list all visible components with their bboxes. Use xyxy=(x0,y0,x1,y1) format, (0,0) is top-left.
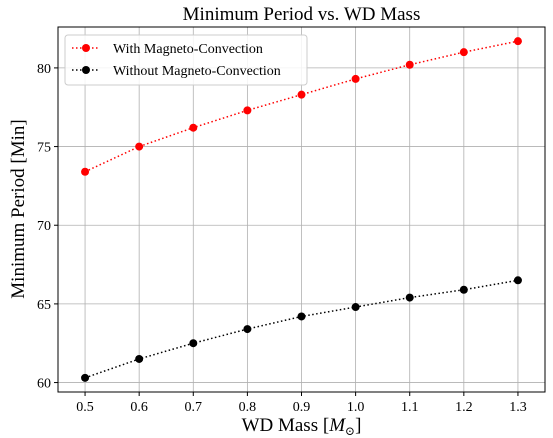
legend-marker-with-magneto-convection xyxy=(82,44,90,52)
data-point-with-magneto-convection xyxy=(189,123,198,132)
x-tick-label: 0.8 xyxy=(239,400,257,415)
x-tick-label: 0.5 xyxy=(76,400,94,415)
y-tick-label: 80 xyxy=(37,62,51,77)
y-tick-label: 60 xyxy=(37,377,51,392)
data-point-with-magneto-convection xyxy=(405,60,414,69)
data-point-without-magneto-convection xyxy=(513,276,522,285)
x-tick-label: 1.2 xyxy=(455,400,473,415)
x-tick-label: 0.7 xyxy=(185,400,203,415)
legend-label-with-magneto-convection: With Magneto-Convection xyxy=(113,42,263,57)
data-point-with-magneto-convection xyxy=(351,74,360,83)
data-point-with-magneto-convection xyxy=(459,48,468,57)
chart-title: Minimum Period vs. WD Mass xyxy=(183,4,421,25)
x-axis-label-symbol: M xyxy=(328,415,346,436)
y-axis-ticks: 60 65 70 75 80 xyxy=(37,62,58,392)
data-point-without-magneto-convection xyxy=(243,325,252,334)
data-point-without-magneto-convection xyxy=(459,285,468,294)
data-point-with-magneto-convection xyxy=(297,90,306,99)
x-axis-label: WD Mass [M⊙] xyxy=(242,415,362,438)
data-point-with-magneto-convection xyxy=(81,167,90,176)
x-tick-label: 0.9 xyxy=(293,400,311,415)
legend-box xyxy=(64,34,308,86)
y-tick-label: 70 xyxy=(37,219,51,234)
data-point-without-magneto-convection xyxy=(135,354,144,363)
data-point-with-magneto-convection xyxy=(243,106,252,115)
legend: With Magneto-Convection Without Magneto-… xyxy=(64,34,308,86)
series-points xyxy=(81,37,522,382)
data-point-without-magneto-convection xyxy=(189,339,198,348)
data-point-without-magneto-convection xyxy=(81,373,90,382)
y-axis-label: Minimum Period [Min] xyxy=(8,119,29,298)
data-point-without-magneto-convection xyxy=(297,312,306,321)
y-tick-label: 65 xyxy=(37,298,51,313)
x-axis-ticks: 0.5 0.6 0.7 0.8 0.9 1.0 1.1 1.2 1.3 xyxy=(76,392,527,415)
x-axis-label-close: ] xyxy=(355,415,361,436)
x-axis-label-subscript: ⊙ xyxy=(345,424,355,438)
x-tick-label: 1.0 xyxy=(347,400,365,415)
data-point-with-magneto-convection xyxy=(513,37,522,46)
x-axis-label-text: WD Mass [ xyxy=(242,415,330,436)
x-tick-label: 1.3 xyxy=(509,400,527,415)
x-tick-label: 1.1 xyxy=(401,400,419,415)
data-point-without-magneto-convection xyxy=(351,303,360,312)
legend-marker-without-magneto-convection xyxy=(82,66,90,74)
y-tick-label: 75 xyxy=(37,141,51,156)
data-point-with-magneto-convection xyxy=(135,142,144,151)
data-point-without-magneto-convection xyxy=(405,293,414,302)
legend-label-without-magneto-convection: Without Magneto-Convection xyxy=(113,64,281,79)
x-tick-label: 0.6 xyxy=(130,400,148,415)
